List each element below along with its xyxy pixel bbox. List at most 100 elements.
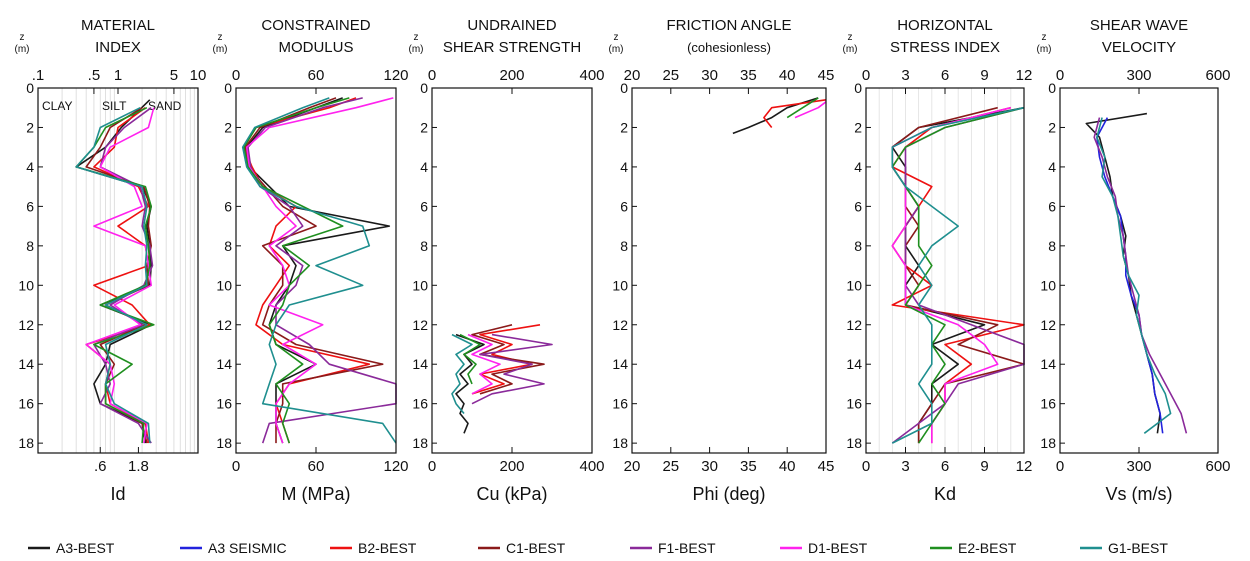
top-tick-label: .1: [32, 67, 45, 84]
depth-tick-label: 12: [1040, 317, 1056, 333]
profile-line-g1-best: [451, 333, 473, 415]
depth-tick-label: 12: [18, 317, 34, 333]
profile-line-f1-best: [247, 97, 397, 444]
depth-tick-label: 4: [854, 159, 862, 175]
depth-tick-label: 14: [216, 356, 232, 372]
depth-tick-label: 14: [846, 356, 862, 372]
depth-tick-label: 6: [420, 198, 428, 214]
depth-tick-label: 14: [18, 356, 34, 372]
soil-annotation: SILT: [102, 99, 127, 113]
profile-line-f1-best: [471, 333, 553, 405]
top-tick-label: 0: [1056, 67, 1064, 84]
profile-line-g1-best: [891, 106, 1025, 444]
depth-tick-label: 18: [846, 435, 862, 451]
panel-frame: [631, 87, 827, 454]
depth-tick-label: 8: [420, 238, 428, 254]
top-tick-label: 12: [1016, 67, 1033, 84]
bottom-tick-label: 25: [662, 458, 679, 475]
top-tick-label: .5: [88, 67, 101, 84]
panel-title-line2: SHEAR STRENGTH: [443, 39, 581, 56]
depth-tick-label: 2: [26, 119, 34, 135]
depth-tick-label: 12: [612, 317, 628, 333]
depth-axis-label: z: [414, 32, 419, 43]
profile-line-g1-best: [75, 106, 151, 444]
top-tick-label: 600: [1205, 67, 1230, 84]
panel-frame: [865, 87, 1025, 454]
depth-tick-label: 16: [216, 396, 232, 412]
bottom-tick-label: 0: [1056, 458, 1064, 475]
bottom-tick-label: 20: [624, 458, 641, 475]
x-axis-label: M (MPa): [282, 484, 351, 504]
bottom-tick-label: 3: [901, 458, 909, 475]
depth-tick-label: 4: [620, 159, 628, 175]
profile-line-d1-best: [245, 97, 394, 444]
depth-tick-label: 18: [412, 435, 428, 451]
depth-tick-label: 18: [18, 435, 34, 451]
top-tick-label: 0: [232, 67, 240, 84]
depth-tick-label: 16: [612, 396, 628, 412]
depth-axis-label: z: [20, 32, 25, 43]
depth-tick-label: 4: [1048, 159, 1056, 175]
bottom-tick-label: 0: [428, 458, 436, 475]
bottom-tick-label: 40: [779, 458, 796, 475]
top-tick-label: 0: [862, 67, 870, 84]
top-tick-label: 300: [1126, 67, 1151, 84]
depth-tick-label: 0: [620, 80, 628, 96]
top-tick-label: 60: [308, 67, 325, 84]
depth-tick-label: 10: [612, 277, 628, 293]
panel-title-line2: MODULUS: [278, 39, 353, 56]
bottom-tick-label: 400: [579, 458, 604, 475]
profile-line-b2-best: [243, 97, 371, 444]
x-axis-label: Id: [110, 484, 125, 504]
legend-label: E2-BEST: [958, 540, 1017, 556]
depth-tick-label: 0: [420, 80, 428, 96]
panel-title-line2: (cohesionless): [687, 40, 771, 55]
x-axis-label: Phi (deg): [692, 484, 765, 504]
profile-line-c1-best: [244, 97, 384, 444]
depth-axis-label: z: [218, 32, 223, 43]
depth-tick-label: 8: [224, 238, 232, 254]
depth-axis-label: z: [848, 32, 853, 43]
depth-axis-unit: (m): [15, 44, 30, 55]
bottom-tick-label: 30: [701, 458, 718, 475]
depth-axis-unit: (m): [843, 44, 858, 55]
top-tick-label: 40: [779, 67, 796, 84]
top-tick-label: 5: [170, 67, 178, 84]
depth-axis-unit: (m): [1037, 44, 1052, 55]
panel-title-line1: UNDRAINED: [467, 17, 556, 34]
top-tick-label: 30: [701, 67, 718, 84]
profile-line-c1-best: [471, 324, 545, 395]
depth-tick-label: 0: [224, 80, 232, 96]
profile-line-e2-best: [459, 333, 481, 385]
top-tick-label: 20: [624, 67, 641, 84]
profile-line-e2-best: [786, 97, 819, 119]
top-tick-label: 45: [818, 67, 835, 84]
panel-title-line2: INDEX: [95, 39, 141, 56]
top-tick-label: 6: [941, 67, 949, 84]
bottom-tick-label: 600: [1205, 458, 1230, 475]
top-tick-label: 10: [190, 67, 207, 84]
depth-tick-label: 8: [1048, 238, 1056, 254]
bottom-tick-label: 300: [1126, 458, 1151, 475]
top-tick-label: 9: [980, 67, 988, 84]
depth-tick-label: 14: [1040, 356, 1056, 372]
depth-tick-label: 12: [846, 317, 862, 333]
depth-tick-label: 18: [1040, 435, 1056, 451]
depth-tick-label: 2: [1048, 119, 1056, 135]
panel-title-line2: STRESS INDEX: [890, 39, 1000, 56]
top-tick-label: 0: [428, 67, 436, 84]
panel-title-line1: HORIZONTAL: [897, 17, 993, 34]
bottom-tick-label: 12: [1016, 458, 1033, 475]
x-axis-label: Vs (m/s): [1106, 484, 1173, 504]
depth-axis-unit: (m): [409, 44, 424, 55]
depth-tick-label: 4: [26, 159, 34, 175]
panel-title-line1: MATERIAL: [81, 17, 155, 34]
profile-line-g1-best: [1096, 117, 1172, 434]
top-tick-label: 400: [579, 67, 604, 84]
bottom-tick-label: 45: [818, 458, 835, 475]
depth-tick-label: 16: [18, 396, 34, 412]
bottom-tick-label: 1.8: [128, 458, 149, 475]
top-tick-label: 35: [740, 67, 757, 84]
profile-line-e2-best: [243, 97, 350, 444]
